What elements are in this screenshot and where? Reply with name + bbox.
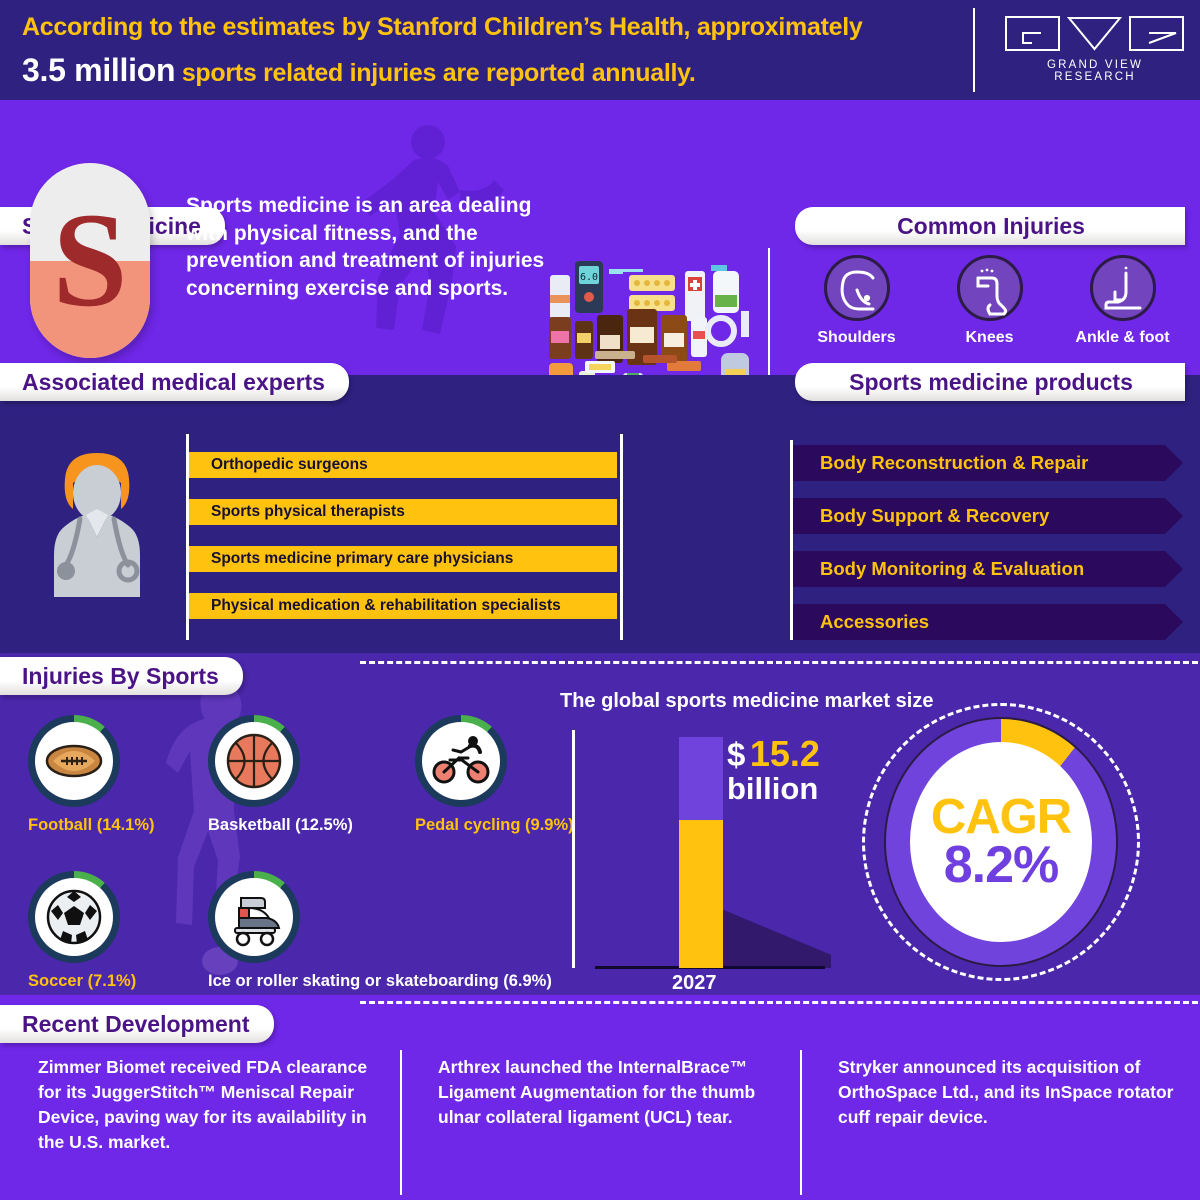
injury-label: Shoulders <box>817 329 896 346</box>
sport-item-basketball[interactable]: Basketball (12.5%) <box>208 715 353 835</box>
band1-vertical-divider <box>768 248 770 476</box>
cagr-dashed-outline <box>862 703 1140 981</box>
tab-injuries-by-sports[interactable]: Injuries By Sports <box>0 657 243 695</box>
sport-label: Soccer (7.1%) <box>28 972 137 990</box>
pill-letter: S <box>52 186 128 335</box>
injury-item-shoulders[interactable]: Shoulders <box>790 255 923 347</box>
headline-stat-rest: sports related injuries are reported ann… <box>175 59 696 87</box>
column-separator <box>800 1050 802 1195</box>
recent-development-text: Arthrex launched the InternalBrace™ Liga… <box>438 1057 756 1127</box>
runner-silhouette-icon <box>360 125 504 334</box>
pill-capsule-icon: S <box>30 163 150 358</box>
roller-skate-icon <box>215 878 293 956</box>
header-divider <box>973 8 975 92</box>
recent-development-item: Stryker announced its acquisition of Ort… <box>800 1050 1200 1195</box>
shoulder-icon <box>823 255 890 321</box>
product-item[interactable]: Body Support & Recovery <box>793 498 1183 534</box>
gvr-logo: GRAND VIEW RESEARCH <box>1005 16 1185 83</box>
expert-item[interactable]: Orthopedic surgeons <box>189 452 617 478</box>
cagr-value: 8.2% <box>943 835 1060 894</box>
sport-label: Ice or roller skating or skateboarding (… <box>208 972 552 990</box>
cagr-ring: CAGR 8.2% <box>884 717 1118 967</box>
sports-medicine-band: Sports medicine S Sports medicine is an … <box>0 100 1200 476</box>
injury-item-knees[interactable]: Knees <box>923 255 1056 347</box>
basketball-icon <box>215 722 293 800</box>
common-injuries-row-1: Shoulders Knees Ankle & foot <box>790 255 1190 347</box>
headline-line-1: According to the estimates by Stanford C… <box>22 13 863 41</box>
sport-item-football[interactable]: Football (14.1%) <box>28 715 155 835</box>
market-value-unit: billion <box>727 770 819 806</box>
expert-item[interactable]: Sports physical therapists <box>189 499 617 525</box>
product-item[interactable]: Body Monitoring & Evaluation <box>793 551 1183 587</box>
basketball-progress-ring <box>208 715 300 807</box>
products-rail <box>790 440 793 640</box>
gvr-logo-text: GRAND VIEW RESEARCH <box>1046 59 1144 83</box>
ankle-foot-icon <box>1089 255 1156 321</box>
column-separator <box>400 1050 402 1195</box>
injury-label: Knees <box>965 329 1014 346</box>
football-icon <box>35 722 113 800</box>
svg-text:6.0: 6.0 <box>580 272 598 283</box>
cyclist-icon <box>422 722 500 800</box>
logo-r-icon <box>1129 16 1184 51</box>
sport-label: Football (14.1%) <box>28 816 155 834</box>
gvr-logo-marks <box>1005 16 1185 51</box>
cagr-word: CAGR <box>930 790 1072 845</box>
experts-list: Orthopedic surgeons Sports physical ther… <box>189 452 617 640</box>
headline-line-2: 3.5 million sports related injuries are … <box>22 52 696 89</box>
skating-progress-ring <box>208 871 300 963</box>
recent-development-text: Stryker announced its acquisition of Ort… <box>838 1057 1174 1127</box>
cagr-donut-chart: CAGR 8.2% <box>862 703 1140 981</box>
header-banner: According to the estimates by Stanford C… <box>0 0 1200 100</box>
sport-label: Basketball (12.5%) <box>208 816 353 834</box>
products-list: Body Reconstruction & Repair Body Suppor… <box>793 445 1183 657</box>
tab-recent-development[interactable]: Recent Development <box>0 1005 274 1043</box>
market-bar-lower-segment <box>679 820 723 968</box>
expert-item[interactable]: Sports medicine primary care physicians <box>189 546 617 572</box>
soccer-progress-ring <box>28 871 120 963</box>
sport-label: Pedal cycling (9.9%) <box>415 816 574 834</box>
sport-item-pedal-cycling[interactable]: Pedal cycling (9.9%) <box>415 715 574 835</box>
doctor-avatar-icon <box>54 453 140 597</box>
tab-common-injuries[interactable]: Common Injuries <box>795 207 1185 245</box>
experts-rail-right <box>620 434 623 640</box>
market-bar-value-label: $ 15.2 billion <box>727 733 820 806</box>
product-item[interactable]: Body Reconstruction & Repair <box>793 445 1183 481</box>
logo-g-icon <box>1005 16 1060 51</box>
dashed-divider-top <box>360 661 1198 664</box>
market-chart-title: The global sports medicine market size <box>560 690 934 712</box>
market-year-label: 2027 <box>672 972 717 994</box>
market-bar-upper-segment <box>679 737 723 820</box>
tab-sports-medicine-products[interactable]: Sports medicine products <box>795 363 1185 401</box>
cycling-progress-ring <box>415 715 507 807</box>
dashed-divider-bottom <box>360 1001 1198 1004</box>
product-item[interactable]: Accessories <box>793 604 1183 640</box>
football-progress-ring <box>28 715 120 807</box>
experts-rail-left <box>186 434 189 640</box>
recent-development-band: Recent Development <box>0 995 1200 1200</box>
pill-bottom-half <box>30 260 150 358</box>
headline-stat: 3.5 million <box>22 52 176 88</box>
market-y-axis <box>572 730 575 968</box>
sports-medicine-description: Sports medicine is an area dealing with … <box>186 194 545 301</box>
market-value-number: 15.2 <box>749 733 820 774</box>
recent-development-item: Zimmer Biomet received FDA clearance for… <box>0 1055 400 1154</box>
injury-label: Ankle & foot <box>1075 329 1170 346</box>
sport-item-roller-skating[interactable]: Ice or roller skating or skateboarding (… <box>208 871 552 991</box>
currency-symbol: $ <box>727 736 746 773</box>
sport-item-soccer[interactable]: Soccer (7.1%) <box>28 871 136 991</box>
recent-development-text: Zimmer Biomet received FDA clearance for… <box>38 1057 368 1152</box>
injury-item-ankle-foot[interactable]: Ankle & foot <box>1056 255 1189 347</box>
recent-development-item: Arthrex launched the InternalBrace™ Liga… <box>400 1050 800 1195</box>
tab-associated-medical-experts[interactable]: Associated medical experts <box>0 363 349 401</box>
recent-development-columns: Zimmer Biomet received FDA clearance for… <box>0 1050 1200 1195</box>
soccer-ball-icon <box>35 878 113 956</box>
knee-icon <box>956 255 1023 321</box>
cagr-center: CAGR 8.2% <box>910 742 1092 942</box>
logo-v-icon <box>1067 17 1122 51</box>
expert-item[interactable]: Physical medication & rehabilitation spe… <box>189 593 617 619</box>
